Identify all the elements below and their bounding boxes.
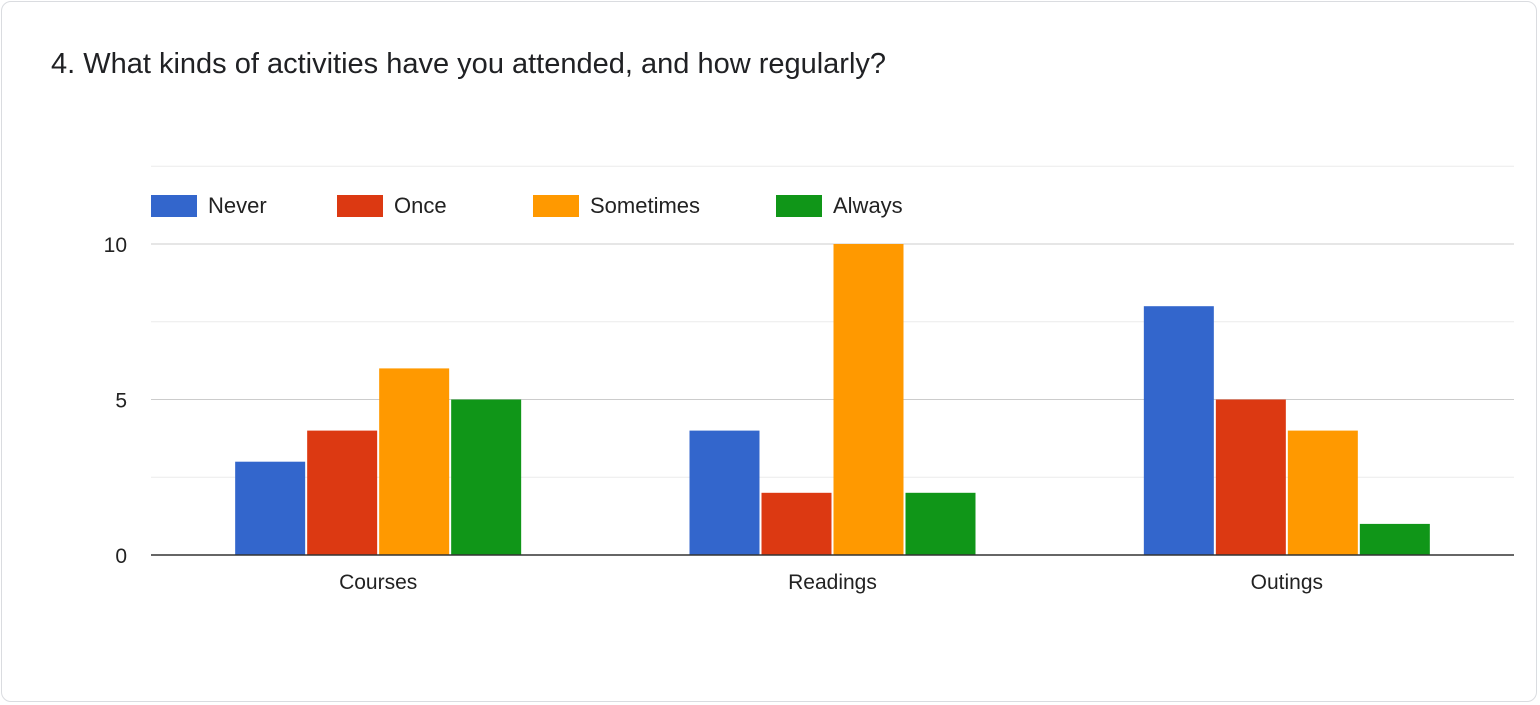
legend-label-once: Once bbox=[394, 193, 447, 218]
bar-always-courses bbox=[451, 399, 522, 555]
bar-always-readings bbox=[905, 492, 976, 555]
legend-swatch-once bbox=[337, 195, 383, 217]
bar-never-outings bbox=[1143, 306, 1214, 555]
bar-once-readings bbox=[761, 492, 832, 555]
legend-label-never: Never bbox=[208, 193, 267, 218]
x-category-label: Readings bbox=[788, 571, 877, 594]
bar-never-courses bbox=[235, 461, 306, 555]
legend-swatch-always bbox=[776, 195, 822, 217]
bar-once-outings bbox=[1215, 399, 1286, 555]
y-tick-label: 10 bbox=[104, 234, 127, 257]
bar-sometimes-courses bbox=[379, 368, 450, 555]
x-category-label: Outings bbox=[1251, 571, 1323, 594]
legend-swatch-never bbox=[151, 195, 197, 217]
bar-sometimes-readings bbox=[833, 244, 904, 555]
bar-sometimes-outings bbox=[1287, 430, 1358, 555]
bar-once-courses bbox=[307, 430, 378, 555]
y-tick-label: 5 bbox=[115, 390, 127, 413]
x-category-label: Courses bbox=[339, 571, 417, 594]
legend-label-always: Always bbox=[833, 193, 903, 218]
bar-always-outings bbox=[1359, 523, 1430, 555]
legend-label-sometimes: Sometimes bbox=[590, 193, 700, 218]
legend-swatch-sometimes bbox=[533, 195, 579, 217]
bar-never-readings bbox=[689, 430, 760, 555]
question-title: 4. What kinds of activities have you att… bbox=[51, 48, 887, 80]
y-tick-label: 0 bbox=[115, 545, 127, 568]
